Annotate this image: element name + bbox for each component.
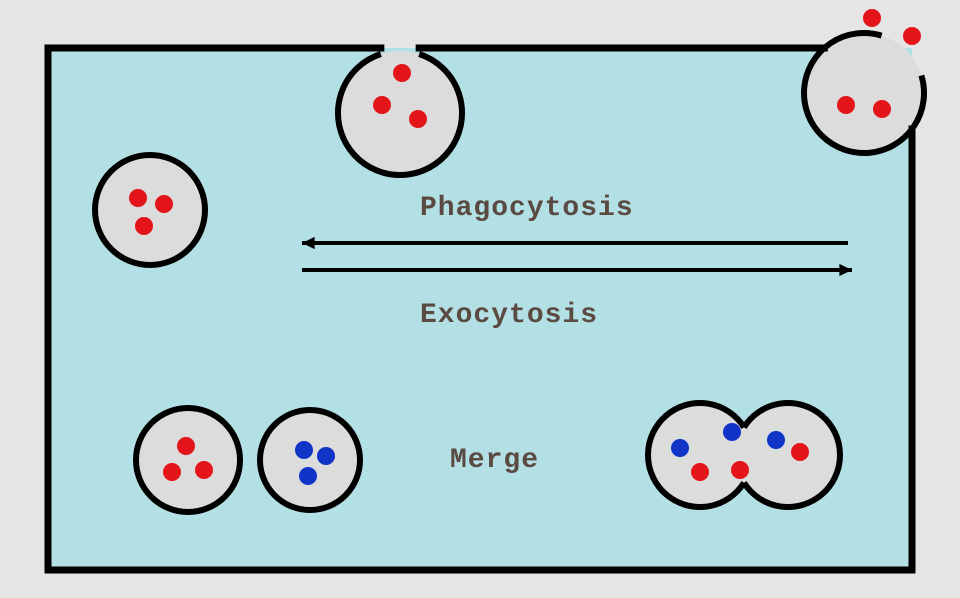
label-merge: Merge: [450, 445, 539, 476]
cell-diagram: [0, 0, 960, 598]
label-exocytosis: Exocytosis: [420, 300, 598, 331]
label-phagocytosis: Phagocytosis: [420, 193, 634, 224]
